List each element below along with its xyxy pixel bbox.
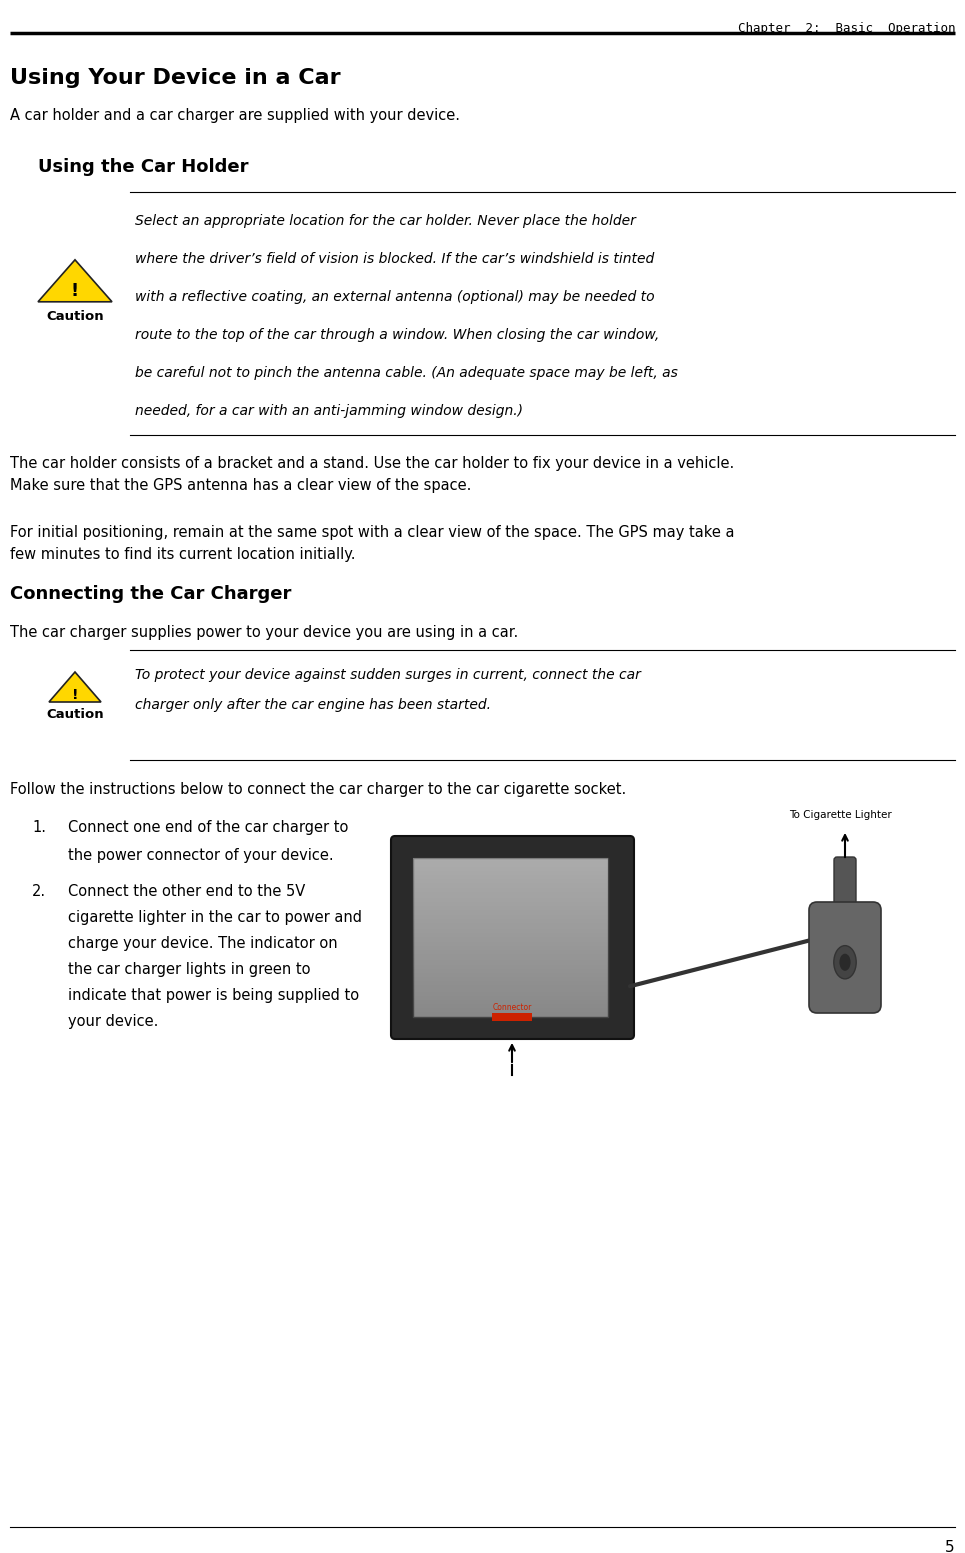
Text: Connect the other end to the 5V: Connect the other end to the 5V	[68, 884, 305, 899]
Bar	[413, 857, 608, 1017]
Text: The car charger supplies power to your device you are using in a car.: The car charger supplies power to your d…	[10, 624, 518, 640]
FancyBboxPatch shape	[809, 902, 881, 1013]
Text: Caution: Caution	[46, 708, 104, 721]
Text: !: !	[71, 688, 78, 702]
Text: For initial positioning, remain at the same spot with a clear view of the space.: For initial positioning, remain at the s…	[10, 525, 734, 540]
Text: Connector: Connector	[492, 1003, 532, 1011]
Text: with a reflective coating, an external antenna (optional) may be needed to: with a reflective coating, an external a…	[135, 290, 654, 304]
Text: Using Your Device in a Car: Using Your Device in a Car	[10, 68, 341, 89]
FancyBboxPatch shape	[834, 857, 856, 918]
Text: route to the top of the car through a window. When closing the car window,: route to the top of the car through a wi…	[135, 328, 659, 342]
Text: be careful not to pinch the antenna cable. (An adequate space may be left, as: be careful not to pinch the antenna cabl…	[135, 367, 677, 380]
Text: charger only after the car engine has been started.: charger only after the car engine has be…	[135, 697, 491, 711]
Text: your device.: your device.	[68, 1014, 158, 1030]
Polygon shape	[38, 259, 112, 301]
Ellipse shape	[834, 946, 856, 978]
FancyBboxPatch shape	[391, 836, 634, 1039]
Ellipse shape	[840, 954, 850, 971]
Text: cigarette lighter in the car to power and: cigarette lighter in the car to power an…	[68, 910, 362, 926]
Text: To Cigarette Lighter: To Cigarette Lighter	[788, 811, 892, 820]
Text: Follow the instructions below to connect the car charger to the car cigarette so: Follow the instructions below to connect…	[10, 783, 626, 797]
Text: the car charger lights in green to: the car charger lights in green to	[68, 961, 311, 977]
Text: Caution: Caution	[46, 309, 104, 323]
Text: Using the Car Holder: Using the Car Holder	[38, 158, 249, 175]
Text: the power connector of your device.: the power connector of your device.	[68, 848, 334, 863]
Bar	[492, 1013, 532, 1020]
Text: needed, for a car with an anti-jamming window design.): needed, for a car with an anti-jamming w…	[135, 404, 523, 418]
Text: Select an appropriate location for the car holder. Never place the holder: Select an appropriate location for the c…	[135, 214, 636, 228]
Text: Make sure that the GPS antenna has a clear view of the space.: Make sure that the GPS antenna has a cle…	[10, 478, 471, 492]
Text: Connecting the Car Charger: Connecting the Car Charger	[10, 585, 291, 603]
Text: 1.: 1.	[32, 820, 46, 836]
Text: To protect your device against sudden surges in current, connect the car: To protect your device against sudden su…	[135, 668, 641, 682]
Text: charge your device. The indicator on: charge your device. The indicator on	[68, 936, 338, 950]
Text: where the driver’s field of vision is blocked. If the car’s windshield is tinted: where the driver’s field of vision is bl…	[135, 252, 654, 266]
Text: indicate that power is being supplied to: indicate that power is being supplied to	[68, 988, 359, 1003]
Text: 5: 5	[946, 1541, 955, 1553]
Text: The car holder consists of a bracket and a stand. Use the car holder to fix your: The car holder consists of a bracket and…	[10, 457, 734, 471]
Polygon shape	[49, 672, 101, 702]
Text: 2.: 2.	[32, 884, 46, 899]
Text: A car holder and a car charger are supplied with your device.: A car holder and a car charger are suppl…	[10, 109, 460, 123]
Text: !: !	[71, 283, 79, 300]
Text: few minutes to find its current location initially.: few minutes to find its current location…	[10, 547, 355, 562]
Text: Connect one end of the car charger to: Connect one end of the car charger to	[68, 820, 348, 836]
Text: Chapter  2:  Basic  Operation: Chapter 2: Basic Operation	[737, 22, 955, 36]
